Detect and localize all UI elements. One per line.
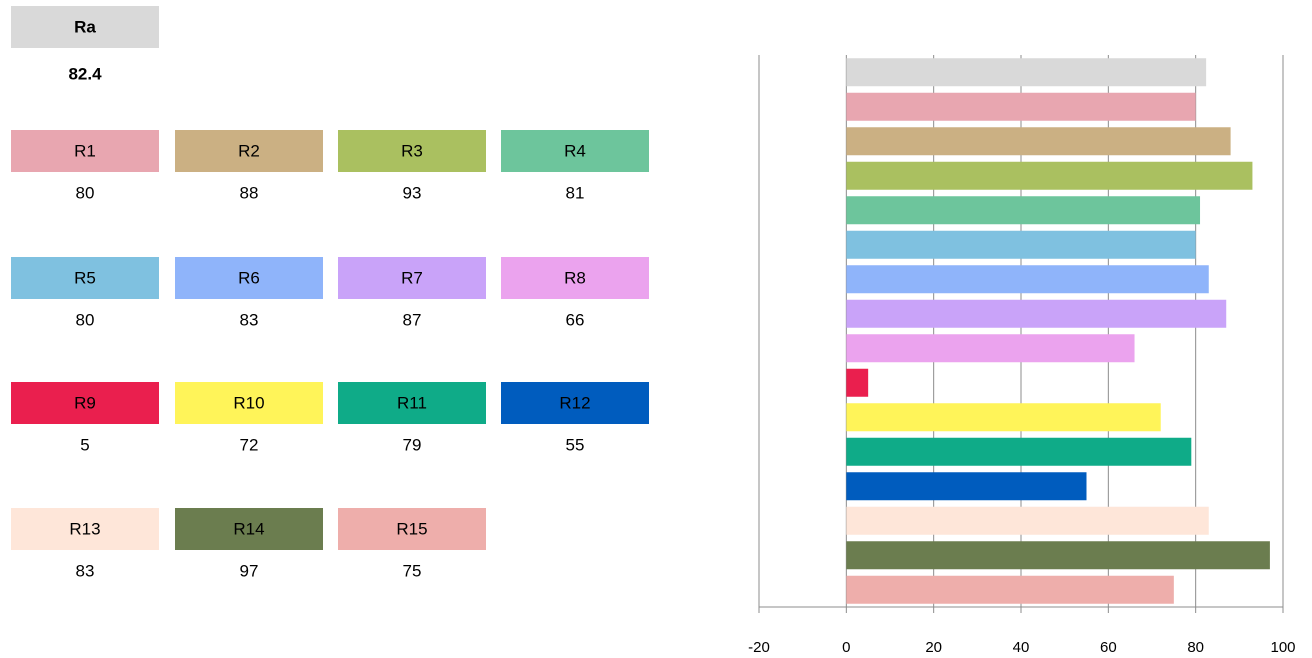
value-label: 87 xyxy=(403,310,422,329)
bar xyxy=(846,368,869,397)
legend-label: R12 xyxy=(559,393,590,412)
legend-swatch xyxy=(175,257,323,299)
value-label: 72 xyxy=(240,435,259,454)
x-tick-label: 60 xyxy=(1100,639,1117,656)
legend-swatch xyxy=(338,257,486,299)
legend-label: Ra xyxy=(74,17,96,36)
legend-label: R3 xyxy=(401,141,423,160)
value-label: 55 xyxy=(566,435,585,454)
legend-swatch xyxy=(175,130,323,172)
legend-label: R4 xyxy=(564,141,586,160)
bar xyxy=(846,196,1201,225)
bar xyxy=(846,299,1227,328)
legend-label: R1 xyxy=(74,141,96,160)
legend-swatch xyxy=(338,508,486,550)
legend-swatch xyxy=(501,130,649,172)
bar xyxy=(846,161,1253,190)
legend-label: R5 xyxy=(74,268,96,287)
value-label: 75 xyxy=(403,561,422,580)
legend-swatch xyxy=(338,130,486,172)
bar xyxy=(846,334,1135,363)
legend-swatch xyxy=(11,382,159,424)
legend-swatch xyxy=(338,382,486,424)
value-label: 66 xyxy=(566,310,585,329)
value-label: 83 xyxy=(76,561,95,580)
legend-swatch xyxy=(11,257,159,299)
bar xyxy=(846,127,1231,156)
legend-label: R14 xyxy=(233,519,264,538)
x-tick-label: 80 xyxy=(1187,639,1204,656)
value-label: 80 xyxy=(76,183,95,202)
legend-swatch xyxy=(501,257,649,299)
legend-swatch xyxy=(11,130,159,172)
legend-label: R9 xyxy=(74,393,96,412)
value-label: 93 xyxy=(403,183,422,202)
bar xyxy=(846,58,1207,87)
bar xyxy=(846,506,1209,535)
legend-label: R7 xyxy=(401,268,423,287)
bar xyxy=(846,575,1174,604)
bar xyxy=(846,230,1196,259)
x-tick-label: -20 xyxy=(748,639,770,656)
value-label: 80 xyxy=(76,310,95,329)
bar xyxy=(846,437,1192,466)
legend-label: R13 xyxy=(69,519,100,538)
legend-swatch xyxy=(175,382,323,424)
legend-label: R10 xyxy=(233,393,264,412)
bar xyxy=(846,472,1087,501)
value-label: 97 xyxy=(240,561,259,580)
legend-label: R15 xyxy=(396,519,427,538)
value-label: 81 xyxy=(566,183,585,202)
legend-label: R11 xyxy=(397,393,427,412)
bar xyxy=(846,265,1209,294)
legend-swatch xyxy=(11,6,159,48)
legend-label: R2 xyxy=(238,141,260,160)
x-tick-label: 40 xyxy=(1013,639,1030,656)
x-tick-label: 0 xyxy=(842,639,850,656)
legend-label: R8 xyxy=(564,268,586,287)
value-label: 82.4 xyxy=(68,64,102,83)
bar xyxy=(846,403,1161,432)
bar xyxy=(846,541,1270,570)
x-tick-label: 100 xyxy=(1270,639,1295,656)
legend-label: R6 xyxy=(238,268,260,287)
value-label: 5 xyxy=(80,435,89,454)
bar xyxy=(846,92,1196,121)
legend-swatch xyxy=(175,508,323,550)
value-label: 88 xyxy=(240,183,259,202)
x-tick-label: 20 xyxy=(925,639,942,656)
value-label: 83 xyxy=(240,310,259,329)
value-label: 79 xyxy=(403,435,422,454)
legend-swatch xyxy=(501,382,649,424)
legend-swatch xyxy=(11,508,159,550)
